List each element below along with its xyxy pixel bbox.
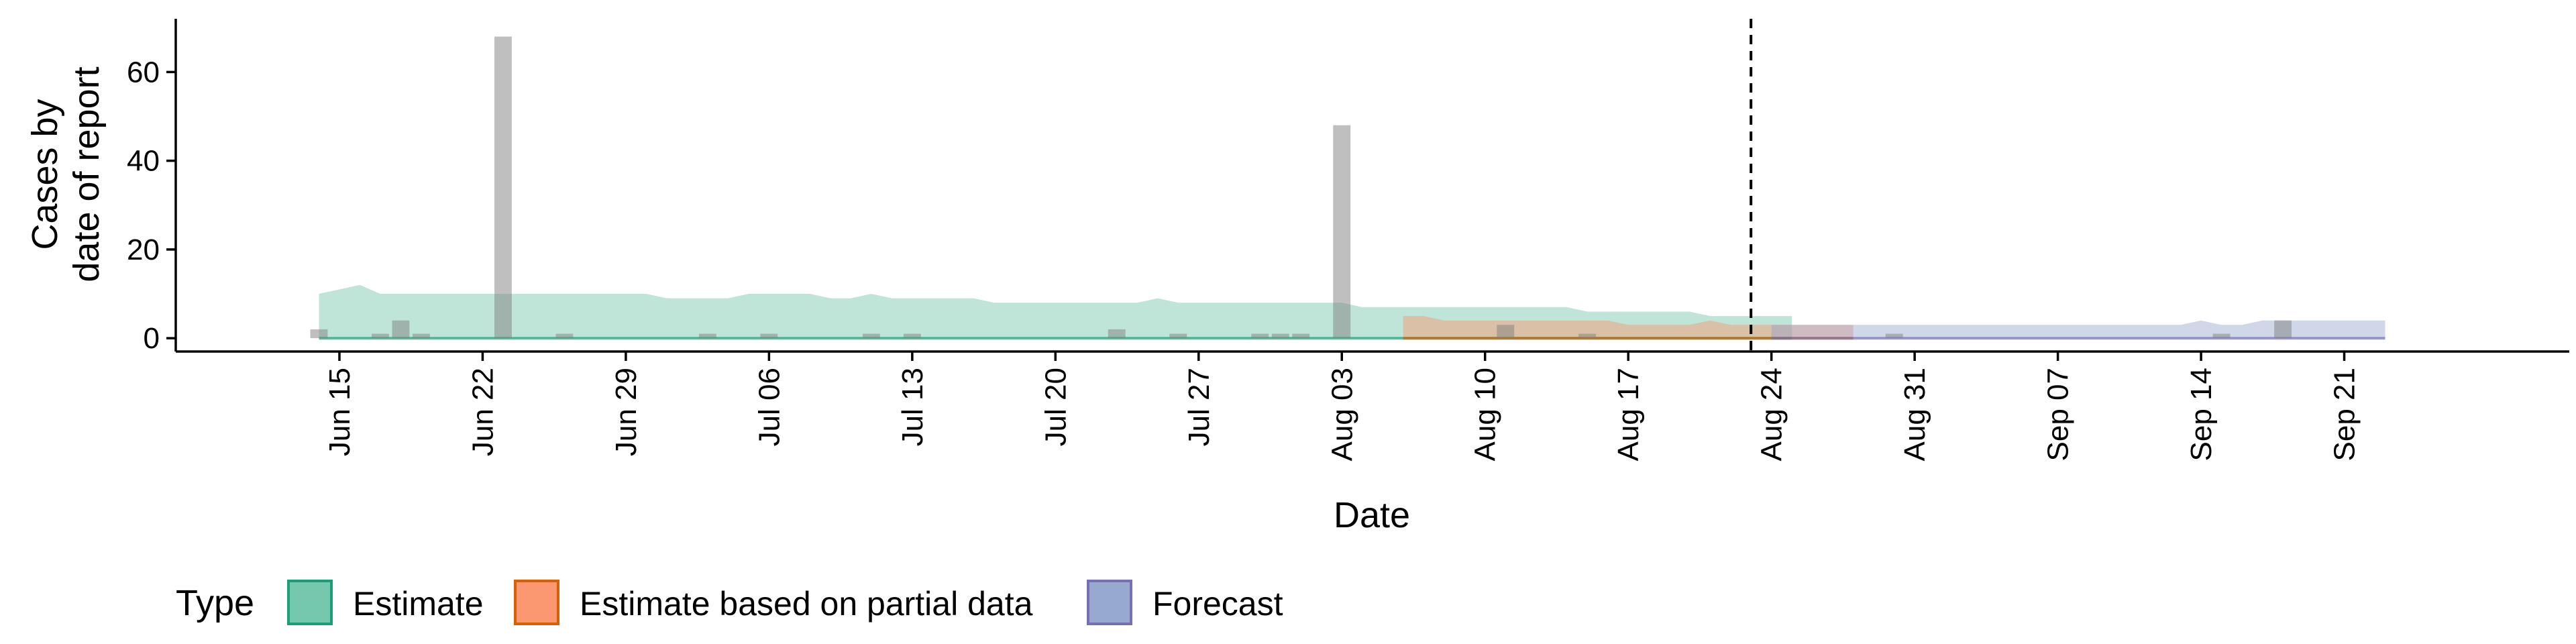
bar-77 [1885, 333, 1903, 339]
x-tick-label-0: Jun 15 [323, 368, 356, 456]
x-tick-label-9: Aug 17 [1612, 368, 1645, 461]
x-axis-title: Date [1334, 495, 1410, 535]
bar-5 [413, 333, 430, 339]
y-axis-title-line-1: Cases by [25, 99, 65, 250]
x-tick-label-6: Jul 27 [1183, 368, 1216, 446]
x-tick-label-4: Jul 13 [896, 368, 929, 446]
x-tick-label-5: Jul 20 [1039, 368, 1072, 446]
bar-12 [555, 333, 574, 339]
x-tick-label-10: Aug 24 [1756, 368, 1788, 461]
legend-key-1 [287, 580, 333, 625]
legend: Type Estimate Estimate based on partial d… [176, 580, 1283, 625]
bar-50 [1333, 125, 1351, 339]
bar-58 [1497, 325, 1515, 339]
y-tick-label-20: 20 [127, 233, 160, 266]
bar-0 [310, 329, 328, 339]
x-tick-label-7: Aug 03 [1326, 368, 1358, 461]
x-tick-label-11: Aug 31 [1898, 368, 1931, 461]
x-axis-ticks: Jun 15 Jun 22 Jun 29 Jul 06 Jul 13 Jul 20 Jul … [323, 352, 2361, 461]
y-tick-label-0: 0 [144, 322, 160, 355]
axes [174, 19, 2569, 353]
bar-3 [372, 333, 389, 339]
x-tick-label-3: Jul 06 [753, 368, 786, 446]
bar-27 [862, 333, 880, 339]
x-tick-label-2: Jun 29 [610, 368, 643, 456]
bar-19 [698, 333, 716, 339]
y-axis-ticks: 0 20 40 60 [127, 56, 176, 355]
reported-cases-bars [310, 36, 2292, 339]
legend-label-3: Forecast [1152, 585, 1283, 623]
ribbon-3 [1771, 320, 2385, 339]
legend-label-1: Estimate [353, 585, 484, 623]
x-tick-label-8: Aug 10 [1469, 368, 1502, 461]
bar-39 [1108, 329, 1126, 339]
ribbons-layer [319, 284, 2385, 339]
bar-62 [1578, 333, 1597, 339]
bar-22 [760, 333, 778, 339]
bar-42 [1169, 333, 1187, 339]
bar-46 [1251, 333, 1269, 339]
y-tick-label-40: 40 [127, 145, 160, 178]
bar-29 [903, 333, 921, 339]
x-tick-label-14: Sep 21 [2328, 368, 2361, 461]
x-tick-label-13: Sep 14 [2185, 368, 2218, 461]
x-tick-label-12: Sep 07 [2042, 368, 2075, 461]
y-axis-title: Cases by date of report [25, 66, 107, 282]
x-tick-label-1: Jun 22 [466, 368, 499, 456]
y-axis-title-line-2: date of report [66, 66, 107, 282]
bar-4 [392, 320, 410, 339]
y-tick-label-60: 60 [127, 56, 160, 89]
ribbon-1 [319, 284, 1792, 339]
bar-93 [2212, 333, 2231, 339]
legend-key-3 [1087, 580, 1132, 625]
legend-title: Type [176, 583, 254, 623]
ribbon-2 [1403, 316, 1854, 339]
legend-key-2 [514, 580, 559, 625]
bar-48 [1292, 333, 1310, 339]
bar-9 [494, 36, 512, 339]
bar-96 [2274, 320, 2292, 339]
legend-label-2: Estimate based on partial data [580, 585, 1033, 623]
bar-47 [1271, 333, 1289, 339]
